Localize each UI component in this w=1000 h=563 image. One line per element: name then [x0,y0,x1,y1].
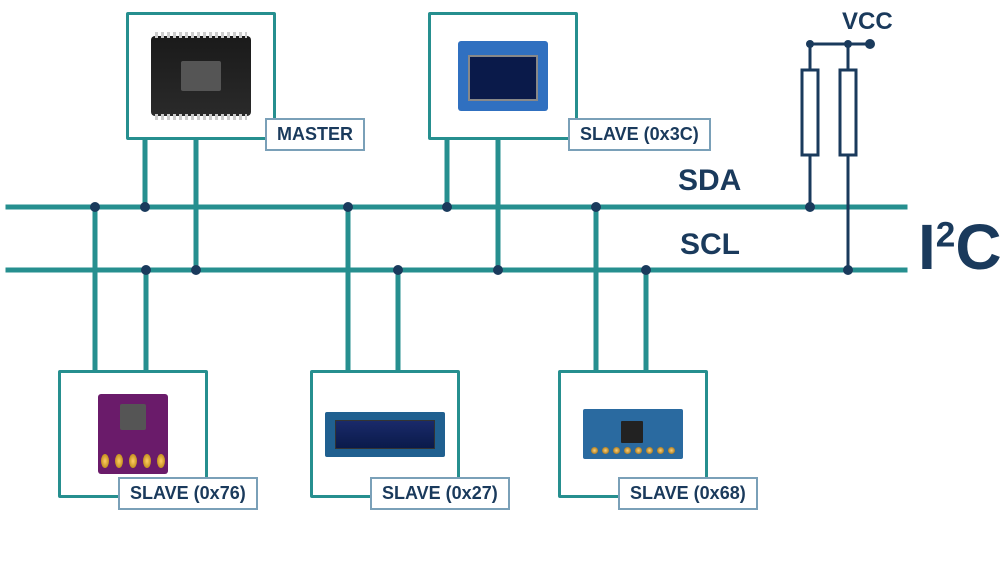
device-master-box [126,12,276,140]
bme-icon [98,394,168,474]
i2c-diagram: { "layout": { "canvas": { "w": 1000, "h"… [0,0,1000,563]
scl-label: SCL [680,228,740,262]
device-lcd-label: SLAVE (0x27) [370,477,510,510]
device-master-label: MASTER [265,118,365,151]
lcd-icon [325,412,445,457]
device-oled-box [428,12,578,140]
device-oled-label: SLAVE (0x3C) [568,118,711,151]
i2c-title: I2C [918,210,1000,284]
device-mpu-label: SLAVE (0x68) [618,477,758,510]
sda-label: SDA [678,164,741,198]
device-bme-label: SLAVE (0x76) [118,477,258,510]
vcc-label: VCC [842,8,893,36]
oled-icon [458,41,548,111]
mpu-icon [583,409,683,459]
mcu-icon [151,36,251,116]
